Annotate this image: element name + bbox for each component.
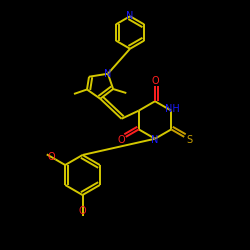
Text: N: N xyxy=(126,11,134,21)
Text: O: O xyxy=(79,206,86,216)
Text: O: O xyxy=(117,134,125,144)
Text: N: N xyxy=(151,135,159,145)
Text: N: N xyxy=(104,69,112,79)
Text: NH: NH xyxy=(165,104,180,114)
Text: O: O xyxy=(48,152,55,162)
Text: S: S xyxy=(186,134,192,144)
Text: O: O xyxy=(151,76,159,86)
